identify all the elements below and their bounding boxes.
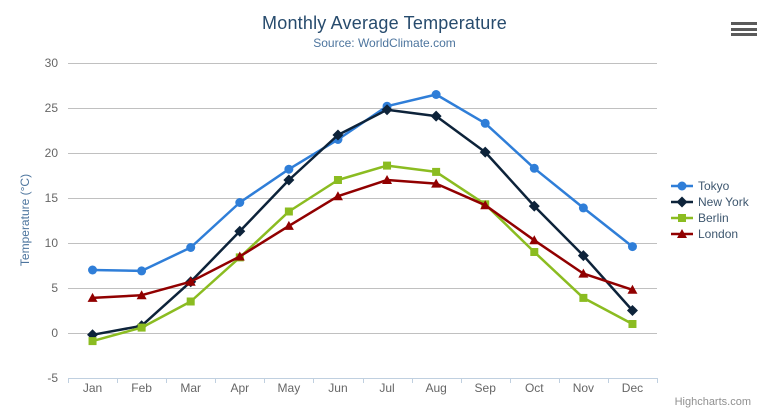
legend-item-london[interactable]: London [671, 226, 749, 242]
x-axis-label: Dec [621, 381, 644, 395]
data-point-london[interactable] [87, 292, 98, 302]
data-point-london[interactable] [234, 251, 245, 261]
series-london [87, 175, 638, 302]
chart-subtitle: Source: WorldClimate.com [313, 36, 456, 50]
data-point-new-york[interactable] [283, 174, 295, 186]
data-point-berlin[interactable] [284, 207, 293, 216]
data-point-london[interactable] [578, 268, 589, 278]
legend-item-new-york[interactable]: New York [671, 194, 749, 210]
data-point-new-york[interactable] [332, 129, 344, 141]
legend-item-label: New York [698, 195, 749, 209]
data-point-london[interactable] [283, 220, 294, 230]
data-point-london[interactable] [136, 290, 147, 300]
data-point-new-york[interactable] [528, 200, 540, 212]
data-point-tokyo[interactable] [480, 118, 490, 128]
data-point-london[interactable] [431, 178, 442, 188]
legend-item-label: Berlin [698, 211, 729, 225]
data-point-tokyo[interactable] [578, 203, 588, 213]
y-axis-label: 15 [44, 191, 58, 205]
data-point-berlin[interactable] [137, 323, 146, 332]
data-point-tokyo[interactable] [137, 266, 147, 276]
chart-title: Monthly Average Temperature [262, 13, 507, 33]
data-point-new-york[interactable] [577, 250, 589, 262]
y-axis-label: 10 [44, 236, 58, 250]
y-axis-label: 25 [44, 101, 58, 115]
data-point-new-york[interactable] [626, 305, 638, 316]
series-tokyo [88, 90, 637, 276]
data-point-berlin[interactable] [186, 297, 195, 306]
data-point-london[interactable] [185, 276, 196, 286]
series-line-london [91, 178, 634, 300]
legend-marker-square-icon [671, 214, 693, 222]
data-point-tokyo[interactable] [284, 164, 294, 174]
legend-item-berlin[interactable]: Berlin [671, 210, 749, 226]
hamburger-menu-icon [731, 27, 757, 31]
data-point-tokyo[interactable] [186, 243, 196, 252]
data-point-new-york[interactable] [430, 110, 442, 122]
hamburger-menu-icon [731, 22, 757, 25]
legend: Tokyo New York Berlin London [671, 178, 749, 242]
credits-link[interactable]: Highcharts.com [674, 396, 751, 408]
legend-marker-diamond-icon[interactable] [676, 196, 688, 208]
legend-item-tokyo[interactable]: Tokyo [671, 178, 749, 194]
data-point-london[interactable] [627, 284, 638, 294]
series-line-tokyo [91, 93, 634, 273]
data-point-new-york[interactable] [381, 104, 393, 116]
x-axis-label: Jan [82, 381, 103, 395]
x-axis-label: Jun [328, 381, 348, 395]
x-axis-label: Apr [230, 381, 250, 395]
data-point-berlin[interactable] [579, 293, 588, 302]
data-point-london[interactable] [382, 175, 393, 184]
data-point-tokyo[interactable] [88, 265, 98, 275]
series-new-york [87, 104, 638, 341]
legend-marker-diamond-icon [671, 196, 693, 208]
legend-marker-circle-icon[interactable] [677, 181, 687, 191]
y-axis-label: 0 [51, 326, 58, 340]
series-line-berlin [91, 164, 634, 343]
data-point-london[interactable] [332, 191, 343, 201]
data-point-berlin[interactable] [383, 161, 392, 170]
x-axis-label: May [277, 381, 301, 395]
data-point-new-york[interactable] [234, 225, 246, 237]
data-point-london[interactable] [480, 200, 491, 210]
legend-item-label: London [698, 227, 739, 241]
x-axis-label: Jul [379, 381, 395, 395]
data-point-tokyo[interactable] [431, 90, 441, 99]
data-point-london[interactable] [529, 235, 540, 245]
legend-marker-square-icon[interactable] [678, 214, 686, 222]
data-point-berlin[interactable] [432, 167, 441, 176]
x-axis-label: Mar [180, 381, 202, 395]
x-axis-label: Aug [425, 381, 447, 395]
x-axis-label: Sep [474, 381, 496, 395]
x-axis-label: Nov [572, 381, 595, 395]
x-axis-label: Feb [131, 381, 152, 395]
legend-marker-circle-icon [671, 181, 693, 191]
series-line-new-york [91, 108, 634, 337]
legend-item-label: Tokyo [698, 179, 730, 193]
data-point-berlin[interactable] [530, 248, 539, 256]
data-point-berlin[interactable] [628, 320, 637, 328]
data-point-tokyo[interactable] [529, 163, 539, 173]
y-axis-label: 5 [51, 281, 58, 295]
data-point-tokyo[interactable] [627, 242, 637, 252]
data-point-berlin[interactable] [88, 337, 97, 346]
export-menu-button[interactable] [731, 21, 759, 37]
data-point-tokyo[interactable] [235, 198, 245, 207]
legend-marker-triangle-icon [671, 229, 693, 238]
y-axis-label: -5 [47, 371, 58, 385]
y-axis-label: 20 [44, 146, 58, 160]
x-axis-label: Oct [524, 381, 544, 395]
data-point-new-york[interactable] [479, 146, 491, 158]
data-point-berlin[interactable] [333, 176, 342, 184]
hamburger-menu-icon [731, 33, 757, 36]
y-axis-label: 30 [44, 56, 58, 70]
legend-marker-triangle-icon[interactable] [677, 229, 687, 238]
